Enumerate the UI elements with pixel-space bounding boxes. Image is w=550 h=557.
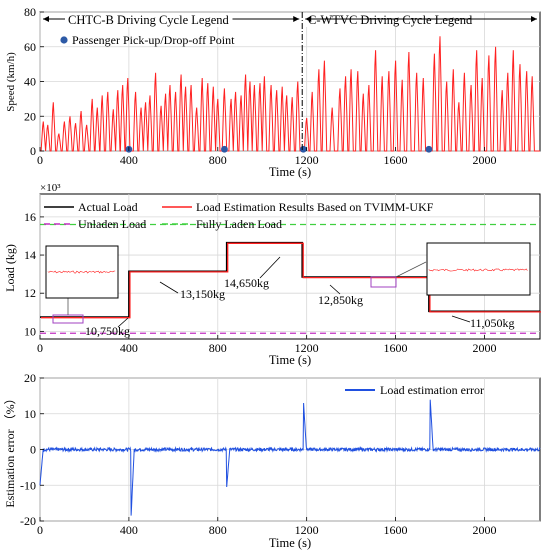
speed-x-axis-label: Time (s): [269, 165, 311, 179]
error-y-axis-label: Estimation error （%）: [3, 392, 17, 507]
legend-pickup-dropoff-label: Passenger Pick-up/Drop-off Point: [72, 33, 235, 47]
chtc-b-region-label: CHTC-B Driving Cycle Legend: [68, 13, 229, 27]
y-tick-label: 16: [24, 210, 36, 224]
speed-line: [40, 36, 540, 152]
y-tick-label: 12: [24, 286, 36, 300]
error-ticks: 0 400 800 1200 1600 2000 -20 -10 0 10 20: [20, 371, 496, 537]
legend-label: Actual Load: [78, 200, 138, 214]
x-tick-label: 1200: [295, 341, 319, 355]
error-legend-label: Load estimation error: [380, 383, 484, 397]
pickup-dropoff-point: [299, 145, 307, 153]
annotation-14650kg: 14,650kg: [224, 276, 269, 290]
load-ticks: 0 400 800 1200 1600 2000 10 12 14 16: [24, 210, 496, 355]
error-x-axis-label: Time (s): [269, 536, 311, 550]
x-tick-label: 400: [120, 153, 138, 167]
y-tick-label: -10: [20, 478, 36, 492]
x-tick-label: 2000: [472, 153, 496, 167]
error-series: [39, 399, 541, 516]
x-tick-label: 400: [120, 523, 138, 537]
zoom-box-middle: [370, 276, 397, 288]
c-wtvc-region-label: C-WTVC Driving Cycle Legend: [308, 13, 473, 27]
x-tick-label: 0: [37, 153, 43, 167]
x-tick-label: 800: [209, 153, 227, 167]
x-tick-label: 800: [209, 523, 227, 537]
x-tick-label: 0: [37, 341, 43, 355]
inset-noise-trace: [47, 270, 116, 274]
annotation-leader-2: [159, 281, 179, 294]
speed-panel: 0 400 800 1200 1600 2000 0 20 40 60 80 CHTC-B Driv…: [5, 5, 541, 179]
load-legend: Actual Load Load Estimation Results Based…: [44, 200, 434, 231]
x-tick-label: 1600: [384, 341, 408, 355]
y-tick-label: 80: [24, 5, 36, 19]
annotation-13150kg: 13,150kg: [180, 287, 225, 301]
y-tick-label: -20: [20, 514, 36, 528]
error-line: [39, 399, 541, 516]
arrow-head-icon: [293, 16, 300, 22]
annotation-leader-4: [329, 284, 341, 295]
arrow-head-icon: [305, 16, 312, 22]
region-label-bg: [65, 13, 233, 27]
load-reference-lines: [40, 223, 540, 334]
annotation-10750kg: 10,750kg: [85, 324, 130, 338]
annotation-12850kg: 12,850kg: [318, 293, 363, 307]
x-tick-label: 1200: [295, 153, 319, 167]
y-tick-label: 0: [30, 443, 36, 457]
annotation-leader-3: [259, 256, 281, 279]
pickup-dropoff-point: [221, 145, 228, 153]
load-panel: 0 400 800 1200 1600 2000 10 12 14 16 ×10³ Actual …: [3, 182, 541, 367]
region-label-bg: [305, 13, 476, 27]
legend-label: Unladen Load: [78, 217, 146, 231]
zoom-inset-left-trace: [47, 270, 116, 274]
y-tick-label: 10: [24, 407, 36, 421]
zoom-inset-right: [426, 242, 531, 296]
load-x-axis-label: Time (s): [269, 353, 311, 367]
legend-marker-icon: [60, 36, 68, 44]
load-annotations: 10,750kg 13,150kg 14,650kg 12,850kg 11,0…: [85, 256, 515, 338]
annotation-leader-5: [451, 315, 471, 323]
y-tick-label: 14: [24, 248, 36, 262]
y-tick-label: 40: [24, 75, 36, 89]
load-y-multiplier: ×10³: [40, 182, 61, 194]
x-tick-label: 1600: [384, 523, 408, 537]
legend-label: Load Estimation Results Based on TVIMM-U…: [196, 200, 434, 214]
speed-y-axis-label: Speed (km/h): [5, 52, 17, 112]
x-tick-label: 2000: [472, 341, 496, 355]
y-tick-label: 60: [24, 40, 36, 54]
x-tick-label: 1200: [295, 523, 319, 537]
y-tick-label: 10: [24, 324, 36, 338]
error-grid: [39, 377, 540, 522]
y-tick-label: 0: [30, 144, 36, 158]
annotation-11050kg: 11,050kg: [470, 316, 515, 330]
x-tick-label: 2000: [472, 523, 496, 537]
x-tick-label: 800: [209, 341, 227, 355]
y-tick-label: 20: [24, 371, 36, 385]
x-tick-label: 0: [37, 523, 43, 537]
load-y-axis-label: Load (kg): [3, 244, 17, 292]
speed-series: [40, 36, 540, 152]
zoom-inset-right-trace: [428, 268, 528, 272]
x-tick-label: 400: [120, 341, 138, 355]
zoom-connector-middle: [395, 261, 427, 278]
x-tick-label: 1600: [384, 153, 408, 167]
inset-noise-trace: [428, 268, 528, 272]
y-tick-label: 20: [24, 109, 36, 123]
annotation-leader-1: [117, 317, 129, 328]
speed-ticks: 0 400 800 1200 1600 2000 0 20 40 60 80: [24, 5, 496, 167]
arrow-head-icon: [43, 16, 49, 22]
legend-label: Fully Laden Load: [196, 217, 282, 231]
arrow-head-icon: [531, 16, 537, 22]
error-panel: 0 400 800 1200 1600 2000 -20 -10 0 10 20 Load esti…: [3, 371, 541, 550]
pickup-dropoff-point: [425, 145, 433, 153]
